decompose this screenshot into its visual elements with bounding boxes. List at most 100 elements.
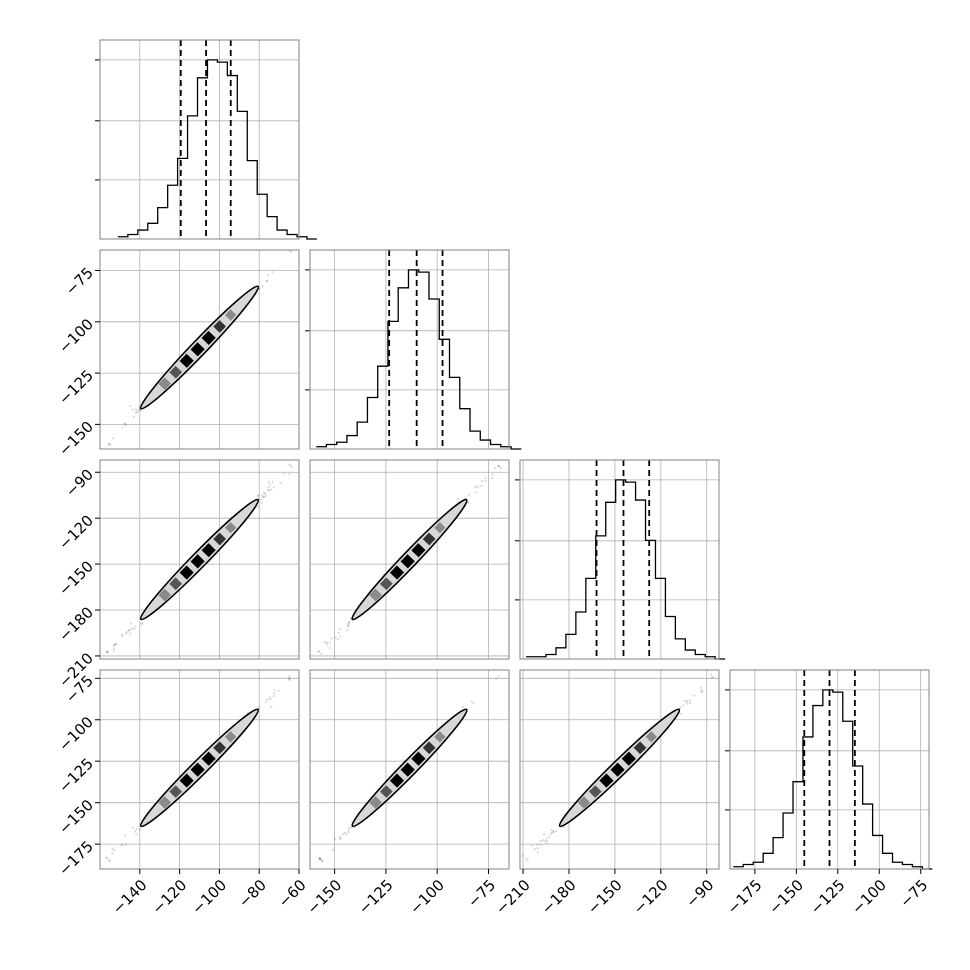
density-cell-4 <box>201 543 216 558</box>
scatter-point <box>112 848 115 851</box>
panel-frame-2-0 <box>99 459 300 660</box>
scatter-point <box>133 830 137 833</box>
scatter-point <box>262 495 266 498</box>
scatter-point <box>124 422 127 425</box>
scatter-point <box>121 633 124 636</box>
scatter-point <box>269 488 272 491</box>
scatter-point <box>339 837 342 840</box>
density-cell-4 <box>201 330 216 345</box>
scatter-point <box>134 625 137 628</box>
scatter-point <box>267 489 270 492</box>
scatter-point <box>108 443 111 446</box>
xtick-label: −90 <box>682 876 717 911</box>
ytick-label: −180 <box>55 603 97 645</box>
scatter-point <box>551 831 554 834</box>
xtick-label: −80 <box>235 876 270 911</box>
scatter-point <box>328 647 331 650</box>
scatter-point <box>128 629 131 632</box>
scatter-point <box>134 411 137 414</box>
scatter-point <box>552 829 555 833</box>
scatter-point <box>131 826 134 829</box>
scatter-point <box>347 831 350 834</box>
density-cell-5 <box>213 320 227 333</box>
scatter-point <box>112 437 115 440</box>
scatter-point <box>466 502 469 505</box>
scatter-point <box>258 288 261 291</box>
scatter-point <box>257 706 261 709</box>
scatter-point <box>129 404 132 408</box>
scatter-point <box>130 627 133 630</box>
scatter-point <box>105 650 108 653</box>
scatter-point <box>539 843 542 846</box>
ytick-label: −150 <box>55 557 97 599</box>
histogram-step-2 <box>316 269 522 450</box>
scatter-point <box>349 827 352 830</box>
scatter-point <box>457 497 460 501</box>
scatter-point <box>491 476 494 480</box>
scatter-point <box>526 859 529 862</box>
ytick-label: −90 <box>62 466 97 501</box>
scatter-point <box>287 675 291 678</box>
histogram-panel-2 <box>305 250 522 450</box>
scatter-point <box>128 632 132 635</box>
ytick-label: −125 <box>55 754 97 796</box>
scatter-point <box>693 694 696 697</box>
density-cell-6 <box>434 522 446 534</box>
density-cell-2 <box>389 773 405 788</box>
scatter-point <box>121 426 124 429</box>
xtick-label: −100 <box>406 876 448 918</box>
panel-frame-0-0 <box>99 39 300 240</box>
density-cell-0 <box>577 796 591 809</box>
scatter-point <box>531 844 534 847</box>
scatter-point <box>347 829 350 832</box>
scatter-point <box>320 652 323 655</box>
scatter-point <box>347 621 351 624</box>
xtick-label: −180 <box>538 876 580 918</box>
scatter-point <box>712 676 715 679</box>
scatter-point <box>521 854 524 857</box>
histogram-panel-4 <box>725 670 933 870</box>
scatter-point <box>108 859 111 862</box>
density-cell-4 <box>201 751 216 766</box>
scatter-point <box>346 623 349 626</box>
density-cell-5 <box>422 741 436 755</box>
scatter-point <box>123 422 126 425</box>
scatter-point <box>291 466 294 469</box>
scatter-point <box>127 629 131 632</box>
scatter-point <box>267 488 270 492</box>
scatter-point <box>124 632 127 635</box>
scatter-point <box>321 859 324 863</box>
scatter-point <box>270 705 273 708</box>
density-cell-6 <box>224 731 237 743</box>
scatter-point <box>484 476 487 479</box>
scatter-point <box>106 651 110 655</box>
scatter-point <box>682 704 685 707</box>
scatter-point <box>135 833 138 836</box>
panel-frame-1-1 <box>309 249 510 450</box>
scatter-point <box>686 702 689 705</box>
scatter-point <box>257 494 260 497</box>
density-cell-2 <box>179 353 194 368</box>
scatter-point <box>289 464 292 467</box>
joint-panel-2-1 <box>310 460 509 659</box>
scatter-point <box>269 698 272 701</box>
density-cell-1 <box>588 785 602 798</box>
density-cell-5 <box>422 532 436 546</box>
scatter-point <box>120 844 123 847</box>
scatter-point <box>331 848 334 851</box>
histogram-step-1 <box>117 59 317 240</box>
density-cell-5 <box>633 741 647 755</box>
scatter-point <box>266 698 269 701</box>
xtick-label: −120 <box>630 876 672 918</box>
scatter-point <box>126 631 129 634</box>
joint-panel-3-1 <box>310 670 509 869</box>
scatter-point <box>290 251 293 254</box>
joint-panel-2-0 <box>100 460 299 659</box>
scatter-point <box>347 826 350 829</box>
scatter-point <box>545 842 548 845</box>
scatter-point <box>467 493 470 496</box>
scatter-point <box>106 857 109 860</box>
scatter-point <box>477 485 480 488</box>
density-cell-0 <box>158 588 172 602</box>
